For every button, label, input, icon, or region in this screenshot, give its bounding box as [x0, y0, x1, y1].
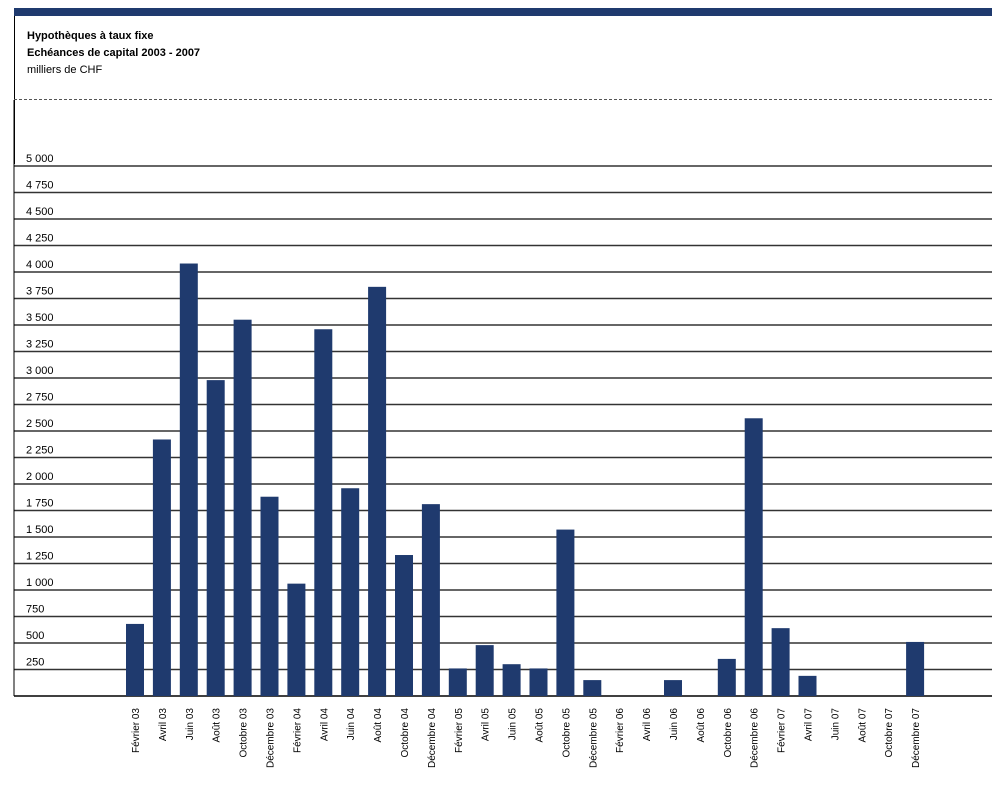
x-tick-label: Février 07: [777, 708, 788, 753]
x-tick-label: Août 07: [857, 708, 868, 743]
x-tick-label: Octobre 03: [239, 708, 250, 758]
bar: [152, 439, 171, 696]
bar: [421, 504, 440, 696]
bar: [502, 664, 521, 696]
y-tick-label: 2 250: [26, 445, 54, 457]
bar: [664, 680, 682, 696]
x-tick-label: Février 04: [292, 708, 303, 753]
y-tick-label: 750: [26, 604, 44, 616]
x-tick-label: Février 05: [454, 708, 465, 753]
header-divider: [14, 99, 992, 100]
x-tick-label: Juin 05: [508, 708, 519, 741]
x-tick-label: Décembre 05: [588, 708, 599, 768]
chart-title: Hypothèques à taux fixe: [27, 30, 154, 42]
x-tick-label: Juin 06: [669, 708, 680, 741]
y-tick-label: 4 250: [26, 233, 54, 245]
x-tick-label: Février 03: [131, 708, 142, 753]
x-tick-label: Août 03: [212, 708, 223, 743]
bar: [529, 668, 548, 696]
y-tick-label: 3 750: [26, 286, 54, 298]
y-tick-label: 250: [26, 657, 44, 669]
y-axis-ticks: 250 500 750 1 000 1 250 1 500 1 750 2 000 2 250 2…: [26, 153, 54, 669]
y-tick-label: 1 000: [26, 577, 54, 589]
x-tick-label: Octobre 05: [561, 708, 572, 758]
y-tick-label: 3 000: [26, 365, 54, 377]
bar: [314, 329, 333, 696]
y-tick-label: 2 500: [26, 418, 54, 430]
x-tick-label: Octobre 07: [884, 708, 895, 758]
x-tick-label: Décembre 04: [427, 708, 438, 768]
y-tick-label: 4 000: [26, 259, 54, 271]
y-tick-label: 1 500: [26, 524, 54, 536]
bar: [798, 675, 817, 696]
chart-unit-label: milliers de CHF: [27, 64, 103, 76]
bar: [206, 380, 225, 696]
x-tick-label: Décembre 06: [750, 708, 761, 768]
bar: [260, 496, 279, 696]
gridlines: [13, 100, 992, 697]
y-tick-label: 3 250: [26, 339, 54, 351]
x-tick-label: Avril 04: [319, 708, 330, 742]
x-tick-label: Juin 04: [346, 708, 357, 741]
y-tick-label: 2 000: [26, 471, 54, 483]
chart-header: Hypothèques à taux fixe Echéances de cap…: [14, 16, 992, 164]
y-tick-label: 4 750: [26, 180, 54, 192]
y-tick-label: 500: [26, 630, 44, 642]
x-tick-label: Août 05: [535, 708, 546, 743]
x-tick-label: Avril 03: [158, 708, 169, 742]
x-tick-label: Avril 07: [804, 708, 815, 742]
bar: [368, 286, 387, 696]
x-tick-label: Août 06: [696, 708, 707, 743]
x-tick-label: Octobre 04: [400, 708, 411, 758]
top-border-bar: [14, 8, 992, 16]
bar: [906, 641, 925, 696]
bar: [556, 529, 575, 696]
x-tick-label: Février 06: [615, 708, 626, 753]
x-tick-label: Avril 06: [642, 708, 653, 742]
y-tick-label: 2 750: [26, 392, 54, 404]
x-axis-labels: Février 03 Avril 03 Juin 03 Août 03 Octobre …: [131, 708, 922, 768]
y-tick-label: 1 750: [26, 498, 54, 510]
x-tick-label: Décembre 03: [266, 708, 277, 768]
x-tick-label: Octobre 06: [723, 708, 734, 758]
x-tick-label: Décembre 07: [911, 708, 922, 768]
bars: [126, 263, 925, 696]
bar: [771, 628, 790, 696]
y-tick-label: 3 500: [26, 312, 54, 324]
chart-subtitle: Echéances de capital 2003 - 2007: [27, 47, 201, 59]
x-tick-label: Juin 03: [185, 708, 196, 741]
bar: [717, 658, 736, 696]
bar: [395, 555, 413, 696]
bar: [287, 583, 306, 696]
bar: [341, 488, 360, 696]
y-tick-label: 4 500: [26, 206, 54, 218]
x-tick-label: Avril 05: [481, 708, 492, 742]
y-tick-label: 1 250: [26, 551, 54, 563]
y-tick-label: 5 000: [26, 153, 54, 165]
bar: [233, 319, 252, 696]
bar: [179, 263, 198, 696]
x-tick-label: Août 04: [373, 708, 384, 743]
bar: [583, 680, 602, 696]
bar: [448, 668, 467, 696]
bar: [475, 645, 494, 696]
x-tick-label: Juin 07: [830, 708, 841, 741]
bar: [744, 418, 763, 696]
bar: [126, 623, 144, 696]
